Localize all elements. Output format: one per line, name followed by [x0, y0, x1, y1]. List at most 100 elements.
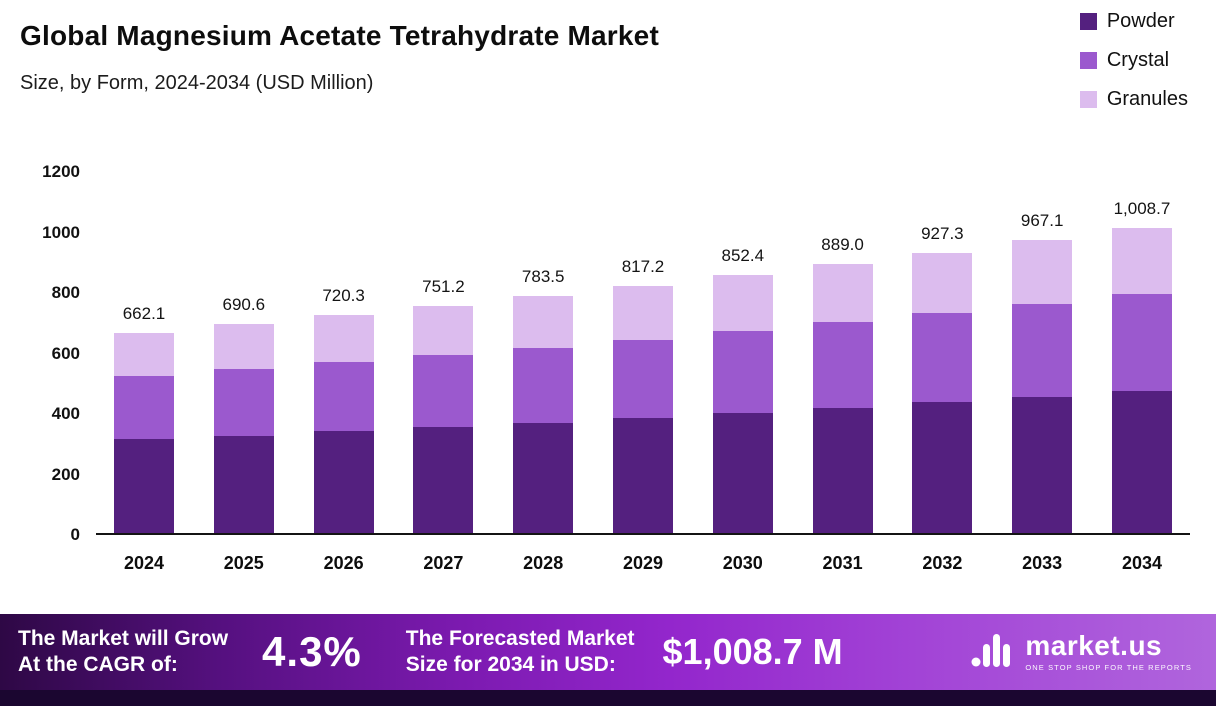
- segment-crystal-2034[interactable]: [1111, 294, 1172, 391]
- cagr-value: 4.3%: [262, 628, 362, 675]
- legend-label-granules: Granules: [1106, 88, 1188, 110]
- bar-value-label: 751.2: [422, 276, 465, 296]
- segment-crystal-2026[interactable]: [313, 362, 374, 432]
- brand-name: market.us: [1025, 630, 1163, 662]
- marketus-logo-icon: [971, 632, 1015, 673]
- bar-2033[interactable]: 967.1: [1012, 172, 1073, 533]
- cagr-label: The Market will Grow At the CAGR of:: [18, 626, 229, 676]
- segment-powder-2025[interactable]: [213, 435, 274, 533]
- segment-powder-2027[interactable]: [413, 427, 474, 533]
- y-tick-label: 200: [51, 464, 80, 484]
- segment-granules-2024[interactable]: [114, 332, 174, 376]
- bar-value-label: 690.6: [222, 295, 266, 315]
- bar-2027[interactable]: 751.2: [413, 172, 474, 533]
- y-tick-label: 800: [51, 283, 80, 302]
- x-tick-label: 2028: [523, 553, 564, 573]
- segment-granules-2026[interactable]: [313, 315, 374, 363]
- segment-powder-2024[interactable]: [114, 439, 174, 533]
- x-tick-label: 2031: [822, 553, 863, 573]
- forecast-label: The Forecasted Market Size for 2034 in U…: [405, 626, 635, 676]
- y-tick-label: 400: [51, 404, 80, 423]
- bar-value-label: 927.3: [921, 223, 964, 243]
- bar-2025[interactable]: 690.6: [213, 172, 274, 533]
- segment-powder-2034[interactable]: [1111, 390, 1172, 533]
- forecast-value: $1,008.7 M: [662, 631, 843, 672]
- segment-crystal-2027[interactable]: [413, 355, 474, 428]
- chart-section: Global Magnesium Acetate Tetrahydrate Ma…: [8, 10, 1190, 574]
- y-tick-label: 0: [70, 525, 80, 544]
- segment-powder-2033[interactable]: [1012, 396, 1073, 533]
- plot-area: 662.1 690.6 720.3 751.2 783.5 817.2 852.4 889.0…: [96, 172, 1190, 535]
- legend-item-crystal[interactable]: Crystal: [1079, 49, 1188, 72]
- x-tick-label: 2029: [622, 553, 663, 573]
- y-tick-label: 1200: [42, 162, 80, 181]
- legend-label-crystal: Crystal: [1106, 49, 1170, 71]
- x-tick-label: 2027: [423, 553, 464, 573]
- bottom-strip: [0, 690, 1216, 706]
- legend-swatch-powder: [1079, 13, 1097, 30]
- bar-value-label: 783.5: [521, 267, 565, 287]
- legend-label-powder: Powder: [1106, 10, 1175, 32]
- bar-2024[interactable]: 662.1: [114, 172, 174, 533]
- segment-powder-2031[interactable]: [812, 407, 873, 533]
- segment-crystal-2033[interactable]: [1012, 304, 1073, 397]
- segment-powder-2028[interactable]: [513, 422, 574, 533]
- bar-value-label: 720.3: [322, 286, 365, 306]
- segment-granules-2034[interactable]: [1111, 227, 1172, 295]
- segment-powder-2030[interactable]: [712, 412, 773, 533]
- bar-value-label: 889.0: [821, 235, 864, 255]
- chart-title: Global Magnesium Acetate Tetrahydrate Ma…: [20, 20, 659, 51]
- segment-granules-2025[interactable]: [213, 324, 274, 370]
- bar-2032[interactable]: 927.3: [912, 172, 973, 533]
- segment-granules-2027[interactable]: [413, 305, 474, 356]
- segment-crystal-2029[interactable]: [612, 339, 673, 418]
- segment-crystal-2032[interactable]: [912, 313, 973, 403]
- legend-swatch-crystal: [1079, 52, 1097, 69]
- bar-2031[interactable]: 889.0: [812, 172, 873, 533]
- footer-banner: The Market will Grow At the CAGR of: 4.3…: [0, 614, 1216, 690]
- bar-2029[interactable]: 817.2: [612, 172, 673, 533]
- bar-value-label: 1,008.7: [1113, 198, 1171, 218]
- brand-tagline: ONE STOP SHOP FOR THE REPORTS: [1025, 663, 1192, 673]
- segment-granules-2033[interactable]: [1012, 240, 1073, 305]
- brand-block[interactable]: market.us ONE STOP SHOP FOR THE REPORTS: [971, 632, 1198, 673]
- bar-value-label: 817.2: [621, 256, 665, 276]
- y-tick-label: 1000: [42, 222, 80, 242]
- segment-powder-2029[interactable]: [612, 417, 673, 533]
- segment-granules-2032[interactable]: [912, 252, 973, 314]
- legend-item-powder[interactable]: Powder: [1079, 10, 1188, 33]
- y-axis: 0 200 400 600 800 1000 1200: [8, 162, 80, 544]
- bar-2028[interactable]: 783.5: [513, 172, 574, 533]
- bar-2030[interactable]: 852.4: [712, 172, 773, 533]
- segment-crystal-2025[interactable]: [213, 369, 274, 436]
- x-tick-label: 2034: [1121, 553, 1162, 573]
- segment-crystal-2024[interactable]: [114, 375, 174, 440]
- y-tick-label: 600: [51, 343, 80, 363]
- x-tick-label: 2026: [323, 553, 364, 573]
- bar-value-label: 662.1: [122, 303, 166, 323]
- x-tick-label: 2030: [722, 553, 763, 573]
- bar-2026[interactable]: 720.3: [313, 172, 374, 533]
- segment-granules-2031[interactable]: [812, 264, 873, 323]
- segment-granules-2030[interactable]: [712, 275, 773, 332]
- x-axis: 2024 2025 2026 2027 2028 2029 2030 2031 2032 2033…: [96, 553, 1190, 574]
- segment-powder-2032[interactable]: [912, 402, 973, 533]
- segment-crystal-2031[interactable]: [812, 322, 873, 408]
- x-tick-label: 2025: [223, 553, 264, 573]
- plot-bars: 662.1 690.6 720.3 751.2 783.5 817.2 852.4 889.0…: [96, 172, 1190, 533]
- bar-value-label: 967.1: [1020, 211, 1064, 231]
- legend-swatch-granules: [1079, 91, 1097, 108]
- bar-value-label: 852.4: [721, 246, 765, 266]
- segment-powder-2026[interactable]: [313, 431, 374, 533]
- segment-crystal-2030[interactable]: [712, 331, 773, 413]
- segment-crystal-2028[interactable]: [513, 347, 574, 423]
- legend: Powder Crystal Granules: [1079, 10, 1188, 111]
- x-tick-label: 2033: [1022, 553, 1063, 573]
- segment-granules-2028[interactable]: [513, 296, 574, 348]
- legend-item-granules[interactable]: Granules: [1079, 88, 1188, 111]
- x-tick-label: 2024: [123, 553, 165, 573]
- x-tick-label: 2032: [922, 553, 963, 573]
- bar-2034[interactable]: 1,008.7: [1111, 172, 1172, 533]
- segment-granules-2029[interactable]: [612, 285, 673, 340]
- chart-subtitle: Size, by Form, 2024-2034 (USD Million): [20, 72, 374, 94]
